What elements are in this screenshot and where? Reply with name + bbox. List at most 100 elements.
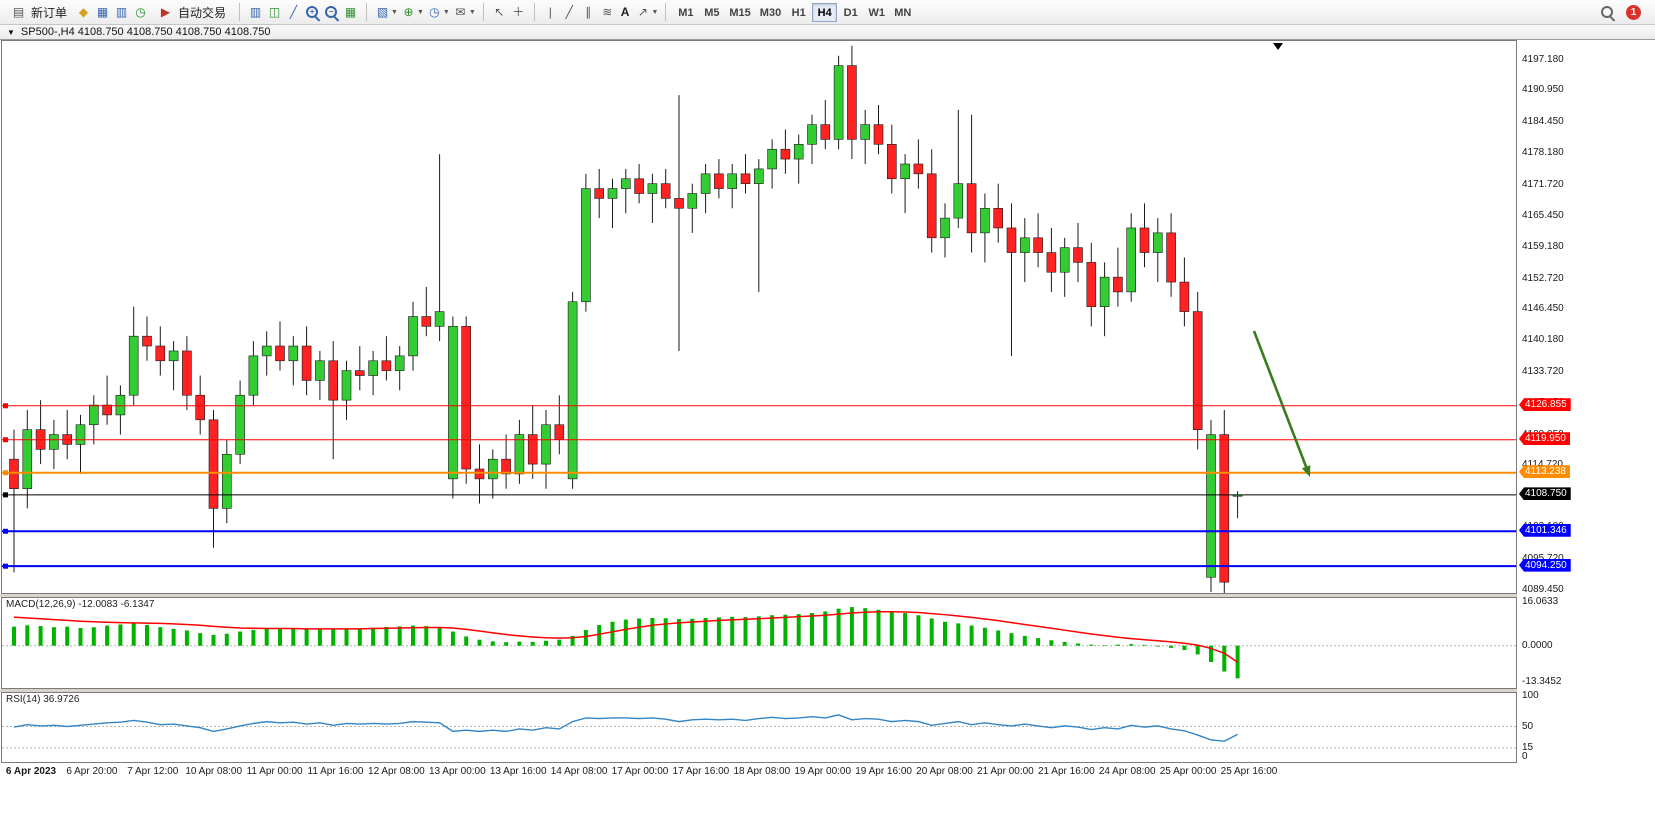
price-axis[interactable]: 4197.180 4190.950 4184.450 4178.180 4171.720… [1518, 0, 1655, 828]
timeframe-m5[interactable]: M5 [699, 3, 724, 22]
rsi-tick: 100 [1522, 690, 1539, 701]
text-tool-button[interactable]: A [618, 2, 633, 23]
new-order-button[interactable]: ▤ 新订单 [4, 2, 73, 23]
line-handle [3, 563, 8, 569]
panel-divider[interactable] [0, 689, 1517, 692]
price-tick: 4133.720 [1522, 366, 1564, 377]
toolbar-separator [665, 3, 667, 21]
timeframe-h4[interactable]: H4 [812, 2, 838, 22]
timeframe-d1[interactable]: D1 [838, 3, 863, 22]
main-chart-panel[interactable] [1, 40, 1517, 594]
candle-body [461, 326, 472, 470]
timeframe-h1[interactable]: H1 [786, 3, 811, 22]
time-axis-label: 13 Apr 00:00 [428, 766, 486, 777]
macd-chart[interactable] [2, 598, 1516, 688]
alerts-icon[interactable]: ✉ [455, 4, 466, 19]
auto-trading-button[interactable]: ▶ 自动交易 [151, 2, 232, 23]
chevron-down-icon[interactable]: ▼ [442, 8, 450, 16]
candle-body [820, 124, 831, 140]
crosshair-icon[interactable]: ＋ [512, 4, 525, 19]
price-tick: 4095.720 [1522, 552, 1564, 564]
candle-body [581, 188, 591, 303]
timeframe-w1[interactable]: W1 [864, 3, 889, 22]
notification-badge[interactable]: 1 [1626, 4, 1641, 20]
candle-body [1033, 237, 1043, 253]
cursor-icon[interactable]: ↖ [494, 4, 505, 19]
candle-body [700, 173, 711, 194]
new-order-label: 新订单 [31, 5, 68, 20]
line-handle [3, 470, 8, 476]
new-chart-icon[interactable]: ▧ [376, 4, 389, 19]
candle-body [1126, 227, 1136, 293]
timeframe-m15[interactable]: M15 [725, 3, 754, 22]
candle-body [394, 355, 405, 371]
bar-chart-icon[interactable]: ▥ [249, 4, 262, 19]
chevron-down-icon[interactable]: ▼ [416, 8, 424, 16]
macd-panel[interactable]: MACD(12,26,9) -12.0083 -6.1347 [1, 597, 1517, 689]
candle-body [248, 355, 259, 396]
toolbar: ▤ 新订单 ◆ ▦ ▥ ◷ ▶ 自动交易 ▥ ◫ ╱ + − ▦ ▧ ▼ ⊕ ▼ ◷… [0, 0, 1655, 25]
toolbar-right: 1 [1599, 4, 1641, 22]
candle-body [940, 217, 950, 239]
collapse-icon[interactable]: ▼ [7, 27, 15, 37]
candle-body [953, 183, 964, 219]
candle-body [1099, 276, 1110, 307]
period-selector-icon[interactable]: ◷ [429, 4, 440, 19]
candle-body [1192, 311, 1203, 430]
rsi-panel[interactable]: RSI(14) 36.9726 [1, 692, 1517, 763]
candle-body [261, 345, 272, 357]
timeframe-mn[interactable]: MN [890, 3, 915, 22]
timeframe-m1[interactable]: M1 [673, 3, 698, 22]
time-axis-label: 17 Apr 16:00 [672, 766, 730, 777]
arrows-tool-icon[interactable]: ↗ [637, 4, 648, 19]
mt-logo-icon[interactable]: ◆ [78, 4, 89, 19]
chart-title: SP500-,H4 4108.750 4108.750 4108.750 410… [20, 26, 271, 38]
chevron-down-icon[interactable]: ▼ [651, 8, 659, 16]
candle-body [554, 424, 565, 440]
indicators-icon[interactable]: ⊕ [403, 4, 414, 19]
trendline-icon[interactable]: ╱ [565, 4, 573, 19]
vertical-line-icon[interactable]: | [548, 4, 552, 19]
timeframe-m30[interactable]: M30 [756, 3, 785, 22]
equidistant-channel-icon[interactable]: ∥ [585, 4, 592, 19]
rsi-label: RSI(14) 36.9726 [6, 694, 80, 705]
line-chart-icon[interactable]: ╱ [289, 4, 298, 19]
candle-body [527, 434, 538, 465]
time-axis[interactable]: 6 Apr 2023 6 Apr 20:00 7 Apr 12:00 10 Apr 0… [1, 763, 1517, 779]
candle-body [714, 173, 724, 189]
candle-body [128, 335, 139, 396]
fibonacci-icon[interactable]: ≋ [602, 4, 613, 19]
line-handle [3, 403, 8, 409]
tick-chart-icon[interactable]: ◷ [135, 4, 146, 19]
candle-body [328, 360, 339, 401]
time-axis-label: 11 Apr 00:00 [246, 766, 303, 777]
candle-body [155, 345, 166, 362]
chevron-down-icon[interactable]: ▼ [391, 8, 398, 16]
macd-tick: 0.0000 [1522, 639, 1553, 651]
candle-body [1219, 434, 1230, 583]
candlestick-chart[interactable] [2, 41, 1516, 593]
time-axis-label: 25 Apr 16:00 [1220, 766, 1278, 777]
chevron-down-icon[interactable]: ▼ [468, 8, 476, 16]
panel-divider[interactable] [0, 594, 1517, 597]
price-badge: 4113.238 [1519, 465, 1570, 479]
tile-windows-icon[interactable]: ▦ [344, 4, 357, 19]
timeframe-group: M1 M5 M15 M30 H1 H4 D1 W1 MN [673, 2, 915, 22]
candle-body [727, 173, 738, 189]
search-icon[interactable] [1599, 4, 1616, 22]
candle-body [288, 345, 299, 362]
rsi-chart[interactable] [2, 693, 1516, 762]
candle-body [182, 350, 192, 396]
zoom-out-icon[interactable]: − [323, 4, 340, 22]
market-watch-icon[interactable]: ▥ [115, 4, 128, 19]
price-tick: 4114.720 [1522, 459, 1563, 471]
charts-window-icon[interactable]: ▦ [96, 4, 109, 19]
candlestick-chart-icon[interactable]: ◫ [268, 4, 281, 19]
time-axis-label: 25 Apr 00:00 [1159, 766, 1217, 777]
new-order-icon: ▤ [12, 4, 25, 19]
candle-body [434, 311, 445, 327]
candle-body [660, 183, 671, 199]
candle-body [1206, 434, 1216, 578]
line-handle [3, 528, 8, 534]
zoom-in-icon[interactable]: + [304, 4, 321, 22]
